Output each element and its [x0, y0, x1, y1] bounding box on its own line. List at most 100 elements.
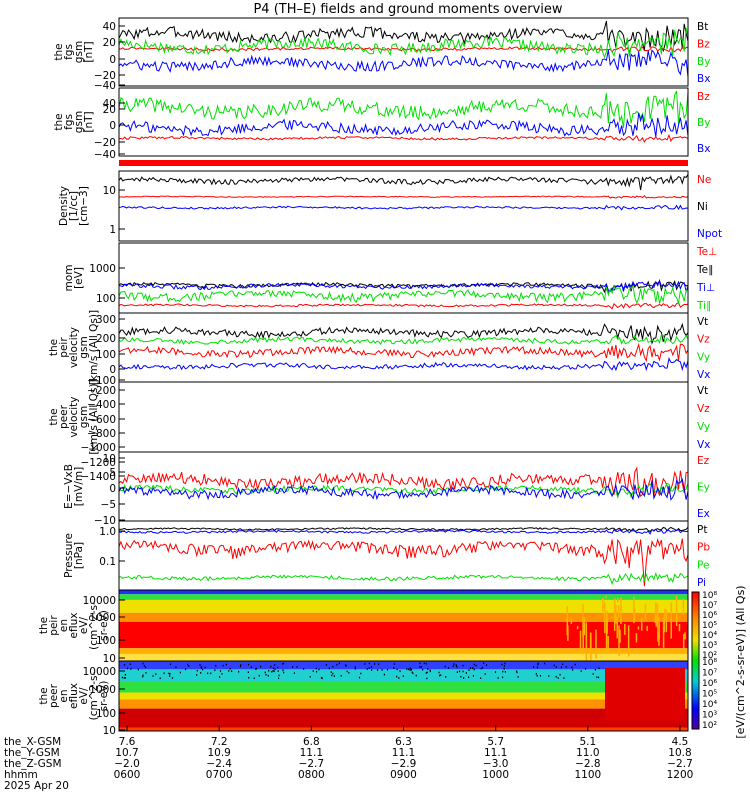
spectrogram-speck	[383, 673, 385, 676]
colorbar-tick-label: 10⁷	[702, 601, 717, 611]
y-tick-label: 20	[103, 37, 116, 49]
legend-entry: Pt	[697, 524, 707, 536]
colorbar-tick-label: 10²	[702, 721, 717, 731]
x-tick-label: −2.0	[114, 758, 140, 770]
series-line-Vx	[118, 356, 689, 372]
y-axis-label: fgs	[63, 44, 75, 60]
spectrogram-speck	[247, 671, 249, 673]
x-tick-label: 0800	[298, 769, 325, 781]
spectrogram-speck	[196, 669, 198, 672]
y-axis-label: eflux	[68, 683, 80, 709]
spectrogram-speck	[565, 666, 567, 668]
spectrogram-speck	[267, 674, 269, 677]
spectrogram-speck	[516, 671, 518, 674]
spectrogram-speck	[592, 673, 594, 675]
spectrogram-speck	[376, 669, 379, 671]
y-tick-label: −200	[87, 385, 116, 397]
spectrogram-speck	[277, 670, 279, 672]
spectrogram-speck	[366, 668, 368, 670]
spectrogram-speck	[398, 677, 400, 679]
y-tick-label: 1.0	[99, 526, 116, 538]
legend-entry: Bx	[697, 73, 710, 85]
spectrogram-speck	[473, 668, 475, 671]
spectrogram-speck	[504, 671, 506, 673]
spectrogram-band	[119, 661, 688, 670]
spectrogram-speck	[377, 663, 380, 666]
spectrogram-speck	[272, 667, 275, 669]
spectrogram-speck	[468, 669, 470, 671]
y-tick-label: −100	[87, 375, 116, 387]
spectrogram-speck	[204, 666, 206, 669]
series-line-Pi	[118, 528, 689, 535]
panel-6: 10 5 0 −5 −10 E=−VxB[mV/m] Ez Ey Ex	[63, 451, 710, 527]
spectrogram-speck	[429, 670, 431, 673]
spectrogram-speck	[219, 676, 221, 678]
spectrogram-speck	[406, 668, 408, 670]
spectrogram-speck	[169, 675, 171, 677]
y-axis-label: (cm^2-s-	[88, 671, 100, 720]
y-tick-label: 10	[103, 653, 116, 665]
y-axis-label: (cm^2-s-	[88, 601, 100, 650]
spectrogram-band	[119, 653, 688, 661]
spectrogram-streak	[682, 634, 685, 654]
y-tick-label: 10	[103, 725, 116, 737]
panel-5: −200 −400 −600 −800 −1000 −1200 −1400 thepeerve…	[48, 379, 710, 483]
spectrogram-speck	[469, 667, 472, 669]
spectrogram-speck	[274, 668, 276, 671]
y-tick-label: 100	[96, 635, 116, 647]
y-axis-label: sr-eV)	[98, 610, 110, 641]
x-row-label: hhmm	[4, 769, 38, 781]
spectrogram-speck	[536, 666, 539, 669]
panel-frame	[118, 87, 689, 157]
spectrogram-speck	[410, 668, 413, 671]
y-axis-label: mom	[63, 265, 75, 292]
spectrogram-speck	[332, 665, 334, 668]
x-row-label: the_Y-GSM	[4, 747, 60, 759]
legend-entry: By	[697, 117, 710, 129]
spectrogram-band	[119, 594, 688, 600]
spectrogram-speck	[439, 674, 441, 677]
x-tick-label: 1200	[667, 769, 694, 781]
spectrogram-speck	[456, 671, 458, 673]
spectrogram-speck	[452, 665, 454, 667]
panel-2: 10 1 Density[1/cc][cm−3] Ne Ni Npot	[58, 170, 722, 242]
spectrogram-speck	[533, 666, 535, 668]
spectrogram-speck	[548, 675, 550, 677]
colorbar-tick-label: 10⁵	[702, 690, 717, 700]
spectrogram-streak	[658, 617, 660, 639]
spectrogram-streak	[617, 605, 620, 618]
legend-entry: Pi	[697, 577, 706, 589]
series-line-Ti⊥	[118, 278, 689, 294]
y-axis-label: the	[53, 43, 65, 60]
spectrogram-speck	[273, 670, 275, 673]
spectrogram-streak	[582, 625, 585, 652]
spectrogram-speck	[559, 673, 561, 676]
x-tick-label: 11.0	[576, 747, 599, 759]
spectrogram-speck	[515, 670, 518, 673]
spectrogram-streak	[658, 634, 660, 646]
spectrogram-speck	[230, 670, 233, 672]
spectrogram-speck	[200, 672, 202, 674]
spectrogram-speck	[536, 674, 538, 677]
spectrogram-speck	[502, 676, 504, 679]
plot-title: P4 (TH–E) fields and ground moments over…	[253, 2, 562, 17]
spectrogram-speck	[368, 667, 370, 669]
separator-band	[119, 160, 688, 166]
legend-entry: Vx	[697, 369, 710, 381]
spectrogram-speck	[265, 673, 267, 676]
x-tick-label: 11.1	[392, 747, 415, 759]
panel-8: 10000 1000 100 10 thepeirenefluxeV/(cm^2-s-s…	[38, 589, 689, 665]
spectrogram-speck	[456, 666, 458, 668]
y-axis-label: the	[53, 113, 65, 130]
legend-entry: Bt	[697, 21, 708, 33]
y-tick-label: 1000	[89, 684, 116, 696]
spectrogram-streak	[635, 633, 638, 643]
spectrogram-speck	[144, 666, 147, 668]
x-row-label: the_Z-GSM	[4, 758, 62, 770]
spectrogram-speck	[163, 672, 165, 675]
spectrogram-speck	[270, 665, 272, 668]
spectrogram-streak	[633, 596, 635, 624]
spectrogram-speck	[423, 662, 425, 665]
